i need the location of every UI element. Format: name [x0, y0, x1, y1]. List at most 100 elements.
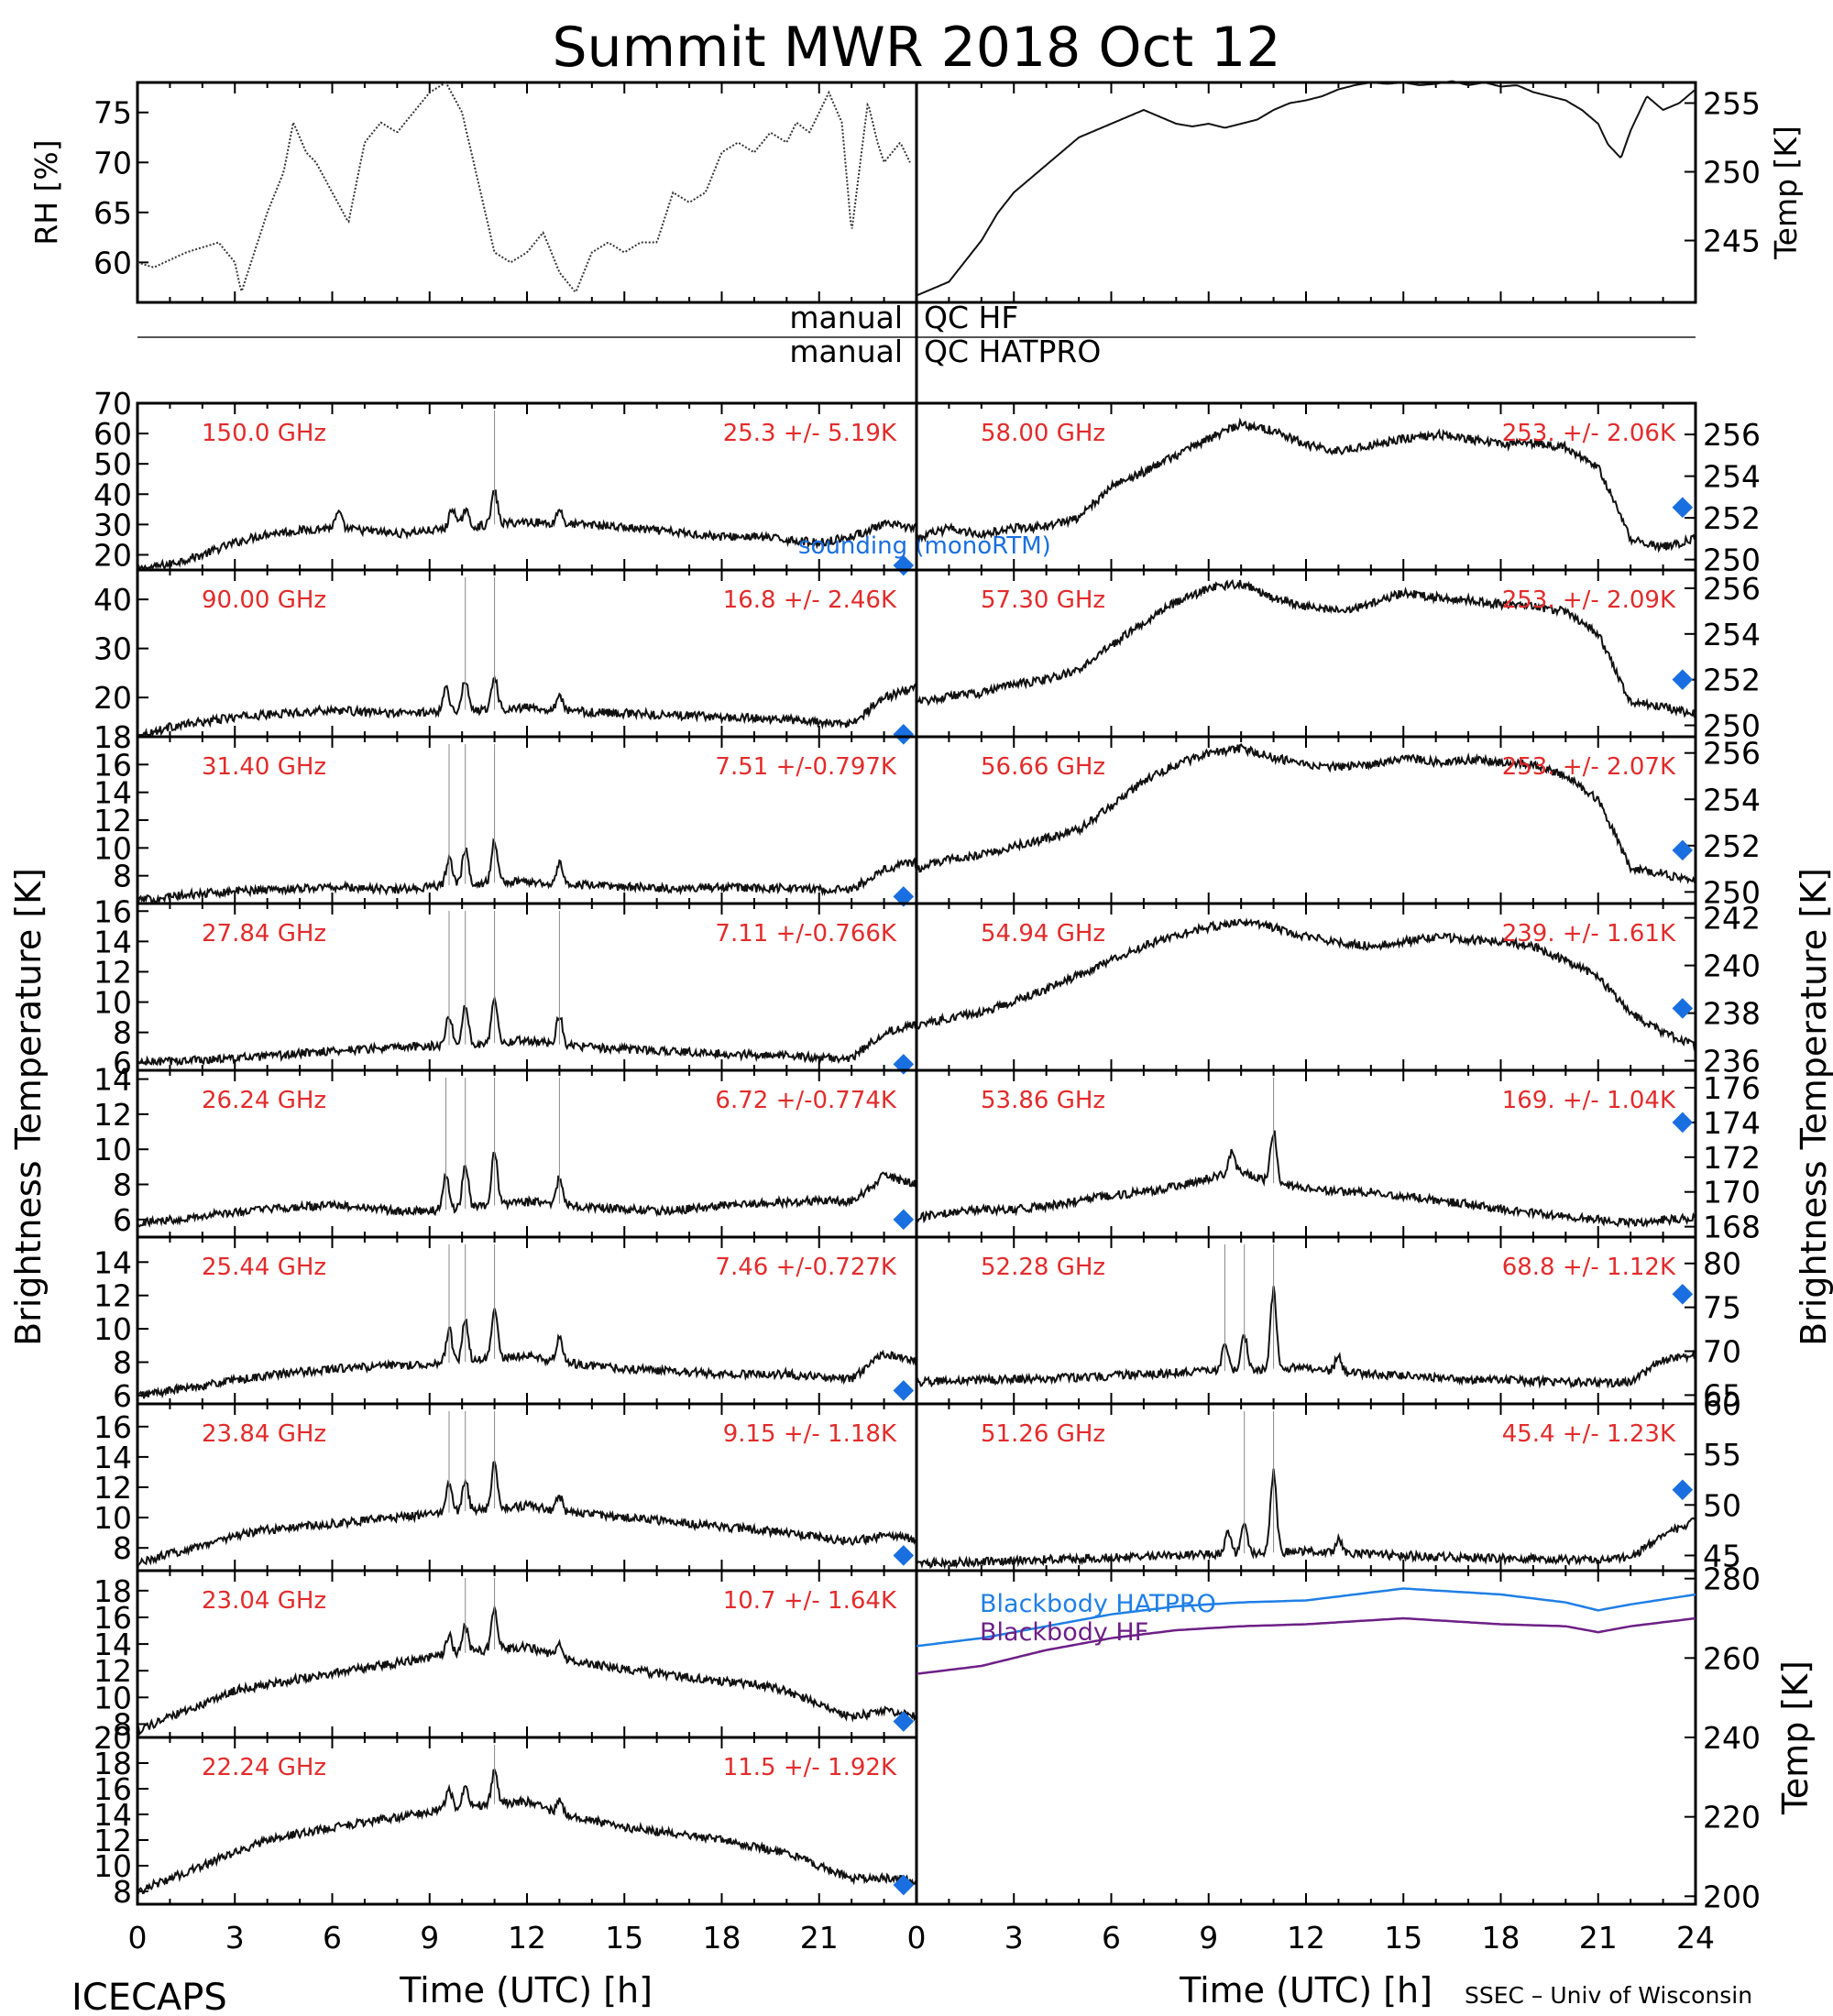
- channel-frequency-label: 23.84 GHz: [202, 1420, 326, 1448]
- channel-stats-label: 7.51 +/-0.797K: [715, 753, 897, 781]
- channel-frequency-label: 57.30 GHz: [981, 586, 1105, 614]
- y-tick-label: 16: [93, 1600, 132, 1636]
- y-tick-label: 245: [1703, 224, 1761, 259]
- x-tick-label: 15: [1384, 1920, 1422, 1956]
- y-tick-label: 254: [1703, 617, 1761, 652]
- channel-series: [137, 1078, 917, 1228]
- y-tick-label: 14: [93, 1244, 132, 1280]
- y-tick-label: 6: [113, 1378, 132, 1414]
- y-tick-label: 10: [93, 1500, 132, 1536]
- blackbody-panel: 200 220 240 260 280 Blackbody HATPROBlackbody…: [915, 1561, 1816, 1914]
- y-tick-label: 250: [1703, 542, 1761, 578]
- y-tick-label: 256: [1703, 571, 1761, 607]
- qc-hf-left: manual: [789, 300, 903, 335]
- channel-trace: [137, 1152, 917, 1228]
- channel-stats-label: 16.8 +/- 2.46K: [723, 586, 897, 614]
- channel-series: [137, 911, 917, 1067]
- y-tick-label: 8: [113, 1530, 132, 1566]
- channel-frequency-label: 25.44 GHz: [202, 1254, 326, 1281]
- y-tick-label: 20: [93, 1720, 132, 1756]
- channel-trace: [916, 1130, 1696, 1230]
- channel-frequency-label: 52.28 GHz: [981, 1254, 1105, 1281]
- sounding-marker: [1672, 669, 1694, 690]
- y-tick-label: 8: [113, 1167, 132, 1203]
- channel-frequency-label: 23.04 GHz: [202, 1587, 326, 1615]
- y-tick-label: 75: [1703, 1290, 1741, 1326]
- sounding-marker: [1672, 839, 1694, 861]
- y-tick-label: 60: [1703, 1386, 1741, 1422]
- y-tick-label: 20: [93, 537, 132, 573]
- channel-stats-label: 253. +/- 2.09K: [1502, 586, 1676, 614]
- right-y-axis-title: Brightness Temperature [K]: [1794, 868, 1833, 1346]
- y-tick-label: 174: [1703, 1105, 1761, 1141]
- y-tick-label: 240: [1703, 948, 1761, 984]
- y-tick-label: 176: [1703, 1070, 1761, 1106]
- sounding-marker: [1672, 1112, 1694, 1134]
- surface-temp-trace: [916, 80, 1696, 297]
- blackbody-axis-label: Temp [K]: [1775, 1660, 1816, 1815]
- y-tick-label: 250: [1703, 708, 1761, 744]
- y-tick-label: 10: [93, 1132, 132, 1167]
- y-tick-label: 14: [93, 1440, 132, 1475]
- channel-trace: [137, 1460, 917, 1567]
- channel-stats-label: 6.72 +/-0.774K: [715, 1087, 897, 1114]
- y-tick-label: 60: [93, 416, 132, 452]
- y-tick-label: 6: [113, 1046, 132, 1081]
- y-tick-label: 10: [93, 1311, 132, 1347]
- temp-axis-label: Temp [K]: [1768, 126, 1804, 260]
- sounding-marker: [893, 1380, 915, 1401]
- y-tick-label: 12: [93, 954, 132, 990]
- channel-series: [137, 577, 917, 739]
- y-tick-label: 70: [93, 386, 132, 422]
- channel-stats-label: 7.46 +/-0.727K: [715, 1254, 897, 1281]
- sounding-marker: [1672, 1479, 1694, 1501]
- x-tick-label: 21: [800, 1920, 839, 1956]
- y-tick-label: 40: [93, 477, 132, 512]
- y-tick-label: 14: [93, 1797, 132, 1833]
- channel-series: [916, 1244, 1696, 1389]
- channel-frequency-label: 54.94 GHz: [981, 920, 1105, 948]
- y-tick-label: 14: [93, 924, 132, 959]
- y-tick-label: 10: [93, 985, 132, 1021]
- channel-series: [137, 744, 917, 904]
- x-tick-label: 0: [907, 1920, 927, 1956]
- y-tick-label: 250: [1703, 874, 1761, 910]
- y-tick-label: 70: [1703, 1334, 1741, 1370]
- sounding-marker: [893, 724, 915, 745]
- channel-series: [137, 1244, 917, 1399]
- sounding-marker: [1672, 998, 1694, 1019]
- channel-series: [916, 417, 1696, 553]
- channel-trace: [137, 1768, 917, 1895]
- y-tick-label: 30: [93, 631, 132, 667]
- blackbody-hf-line: [916, 1616, 1696, 1675]
- footer-left: ICECAPS: [71, 1977, 227, 2016]
- channel-frequency-label: 27.84 GHz: [202, 920, 326, 948]
- channel-series: [916, 1411, 1696, 1570]
- y-tick-label: 256: [1703, 417, 1761, 453]
- y-tick-label: 16: [93, 1771, 132, 1807]
- y-tick-label: 55: [1703, 1437, 1741, 1473]
- y-tick-label: 20: [93, 680, 132, 716]
- y-tick-label: 14: [93, 1062, 132, 1098]
- y-tick-label: 254: [1703, 782, 1761, 817]
- y-tick-label: 220: [1703, 1800, 1761, 1835]
- y-tick-label: 200: [1703, 1879, 1761, 1914]
- sounding-marker: [893, 1545, 915, 1566]
- channel-frequency-label: 90.00 GHz: [202, 586, 326, 614]
- left-y-axis-title: Brightness Temperature [K]: [8, 868, 49, 1346]
- x-axis-left: 0 3 6 9 12 15 18 21: [128, 1920, 839, 1956]
- y-tick-label: 70: [93, 145, 132, 181]
- x-tick-label: 6: [323, 1920, 342, 1956]
- y-tick-label: 12: [93, 1470, 132, 1506]
- x-tick-label: 3: [1004, 1920, 1024, 1956]
- channel-series: [137, 1745, 917, 1895]
- channel-trace: [137, 1308, 917, 1399]
- qc-hf-right: QC HF: [924, 300, 1018, 335]
- x-tick-label: 15: [605, 1920, 643, 1956]
- y-tick-label: 240: [1703, 1720, 1761, 1756]
- blackbody-hatpro-line: [916, 1587, 1696, 1648]
- y-tick-label: 12: [93, 803, 132, 838]
- channel-series: [916, 578, 1696, 718]
